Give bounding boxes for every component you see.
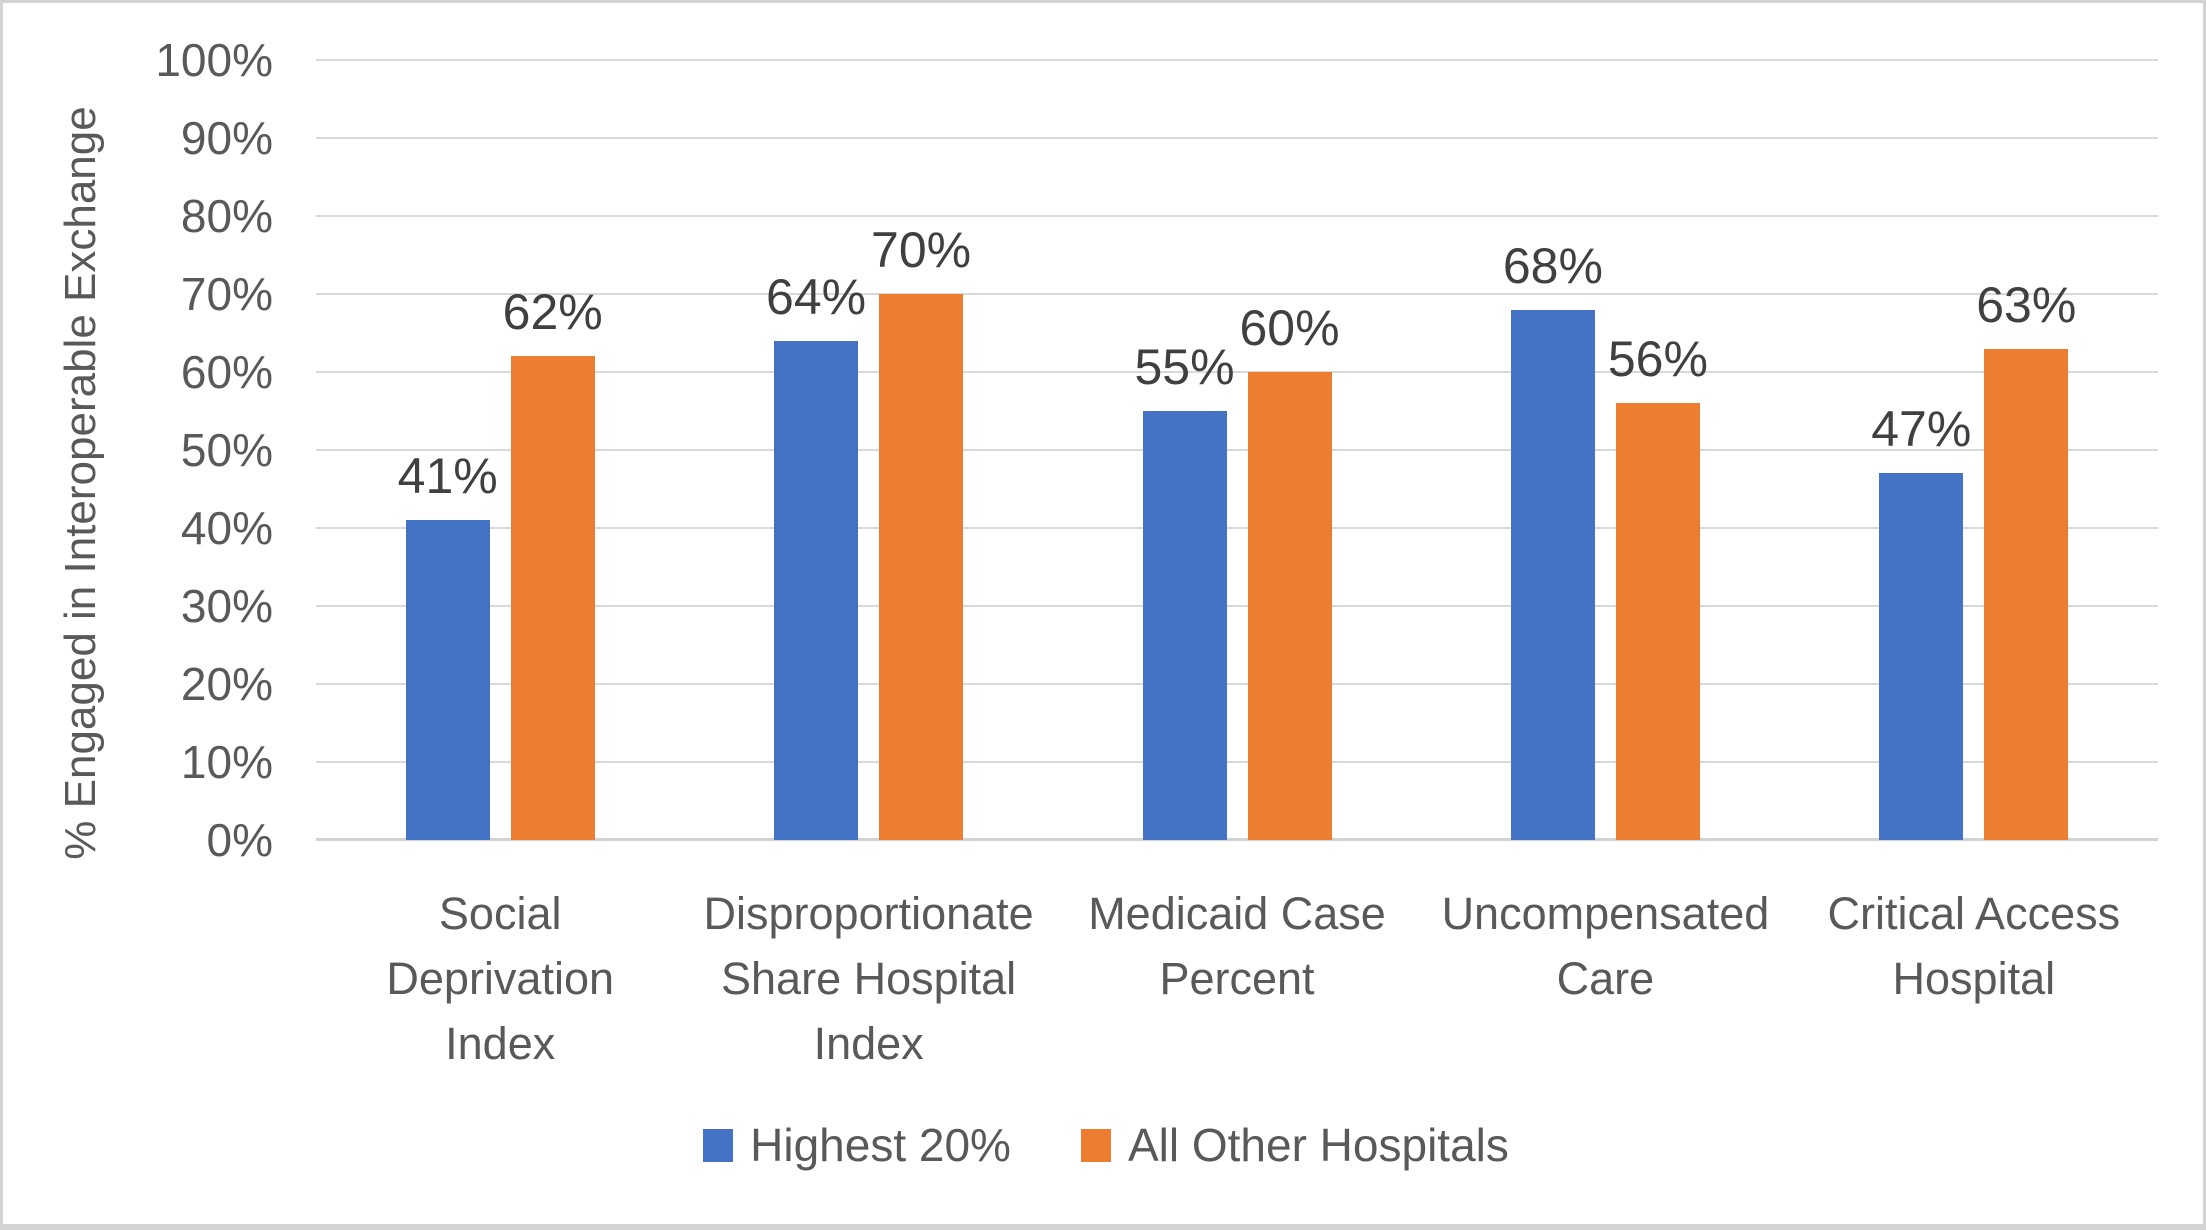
data-label: 60% <box>1239 300 1340 356</box>
bar-all-other-hospitals <box>1247 372 1332 840</box>
y-tick-label: 60% <box>180 346 273 398</box>
legend: Highest 20% All Other Hospitals <box>3 1115 2203 1175</box>
x-category-label-line: Index <box>445 1018 556 1069</box>
gridline <box>316 59 2158 61</box>
data-label: 55% <box>1134 339 1235 395</box>
gridline <box>316 293 2158 295</box>
legend-label: Highest 20% <box>750 1119 1011 1171</box>
bar-highest-20- <box>1510 309 1595 840</box>
gridline <box>316 605 2158 607</box>
y-tick-label: 20% <box>180 658 273 710</box>
data-label: 56% <box>1607 331 1708 388</box>
x-category-label: Critical Access Hospital <box>1790 881 2158 1076</box>
x-category-label: Medicaid Case Percent <box>1053 881 1421 1076</box>
legend-marker-icon <box>1080 1128 1111 1162</box>
legend-item-highest-20-: Highest 20% <box>703 1115 1011 1175</box>
y-tick-label: 0% <box>206 814 273 866</box>
bar-highest-20- <box>774 340 859 840</box>
x-category-label-line: Medicaid Case <box>1088 888 1386 939</box>
data-label: 68% <box>1502 237 1603 294</box>
y-tick-label: 50% <box>180 424 273 476</box>
x-category-label-line: Hospital <box>1892 953 2056 1004</box>
x-category-label-line: Uncompensated <box>1441 888 1770 939</box>
x-category-label-line: Care <box>1556 953 1655 1004</box>
data-label: 62% <box>502 284 603 341</box>
data-label: 70% <box>871 222 972 278</box>
bar-all-other-hospitals <box>1615 403 1700 840</box>
data-label: 47% <box>1871 401 1972 458</box>
gridline <box>316 371 2158 373</box>
bar-highest-20- <box>1879 473 1964 840</box>
legend-label: All Other Hospitals <box>1127 1119 1509 1171</box>
y-tick-label: 70% <box>180 268 273 320</box>
data-label: 64% <box>766 268 867 325</box>
x-category-label-line: Disproportionate <box>703 888 1034 939</box>
x-category-label-line: Critical Access <box>1827 888 2121 939</box>
x-category-label-line: Social <box>438 888 562 939</box>
x-category-label-line: Share Hospital <box>721 953 1017 1004</box>
y-tick-label: 100% <box>155 34 273 86</box>
x-category-label: Uncompensated Care <box>1421 881 1789 1076</box>
bar-highest-20- <box>405 520 490 840</box>
y-tick-label: 30% <box>180 580 273 632</box>
y-tick-label: 10% <box>180 736 273 788</box>
legend-item-all-other-hospitals: All Other Hospitals <box>1080 1115 1509 1175</box>
legend-marker-icon <box>703 1128 734 1162</box>
plot-area: 41% 64% 55% 68% 47% 62% 70% 60% 56% 63% <box>316 59 2158 841</box>
gridline <box>316 527 2158 529</box>
x-category-label: Social Deprivation Index <box>316 881 684 1076</box>
y-tick-label: 40% <box>180 502 273 554</box>
x-category-label-line: Index <box>813 1018 924 1069</box>
bar-highest-20- <box>1142 411 1227 840</box>
gridline <box>316 761 2158 763</box>
x-category-label-line: Percent <box>1159 953 1315 1004</box>
x-category-label: Disproportionate Share Hospital Index <box>684 881 1052 1076</box>
data-label: 41% <box>397 448 498 505</box>
x-axis-line <box>316 838 2158 841</box>
data-label: 63% <box>1976 276 2077 333</box>
y-tick-label: 80% <box>180 190 273 242</box>
gridline <box>316 683 2158 685</box>
gridline <box>316 449 2158 451</box>
bar-all-other-hospitals <box>510 356 595 840</box>
x-axis-category-labels: Social Deprivation Index Disproportionate Sh… <box>316 881 2158 1076</box>
y-tick-label: 90% <box>180 112 273 164</box>
x-category-label-line: Deprivation <box>386 953 615 1004</box>
gridline <box>316 137 2158 139</box>
bar-all-other-hospitals <box>1984 348 2069 840</box>
bar-all-other-hospitals <box>879 294 964 840</box>
gridline <box>316 215 2158 217</box>
